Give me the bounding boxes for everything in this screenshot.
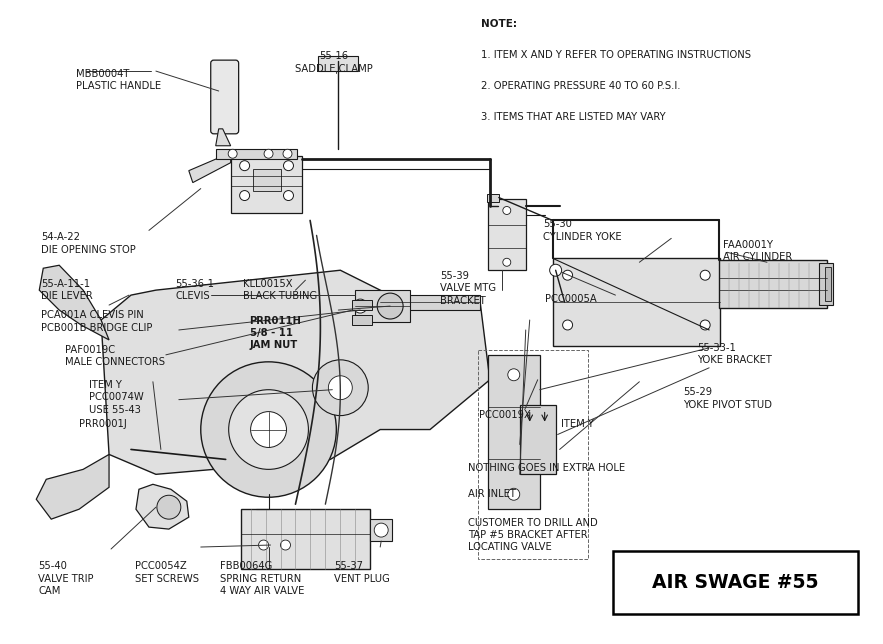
Bar [825,267,831,301]
Text: PCC0054Z
SET SCREWS: PCC0054Z SET SCREWS [135,561,200,583]
Text: 55-39
VALVE MTG
BRACKET: 55-39 VALVE MTG BRACKET [440,270,496,305]
Text: FAA0001Y
AIR CYLINDER: FAA0001Y AIR CYLINDER [723,240,792,262]
Text: 54-A-22
DIE OPENING STOP: 54-A-22 DIE OPENING STOP [41,232,136,254]
Text: 55-A-11-1
DIE LEVER: 55-A-11-1 DIE LEVER [41,279,93,301]
Circle shape [377,293,404,319]
Circle shape [508,369,520,381]
Text: 1. ITEM X AND Y REFER TO OPERATING INSTRUCTIONS: 1. ITEM X AND Y REFER TO OPERATING INSTR… [481,50,751,60]
Circle shape [157,495,181,519]
Text: 55-36-1
CLEVIS: 55-36-1 CLEVIS [176,279,215,301]
Text: 55-40
VALVE TRIP
CAM: 55-40 VALVE TRIP CAM [38,561,94,596]
Text: FBB0064G
SPRING RETURN
4 WAY AIR VALVE: FBB0064G SPRING RETURN 4 WAY AIR VALVE [220,561,304,596]
Bar [355,290,410,322]
Circle shape [229,390,308,469]
Circle shape [508,488,520,500]
Circle shape [562,320,572,330]
Bar [553,258,721,346]
Circle shape [549,264,562,276]
Circle shape [700,270,710,280]
Text: NOTHING GOES IN EXTRA HOLE: NOTHING GOES IN EXTRA HOLE [468,463,625,473]
FancyBboxPatch shape [211,60,238,134]
Circle shape [283,149,292,158]
Circle shape [200,362,336,497]
Bar [352,300,373,310]
Polygon shape [39,265,109,340]
Text: PCC0005A: PCC0005A [546,294,597,305]
Text: MBB0004T
PLASTIC HANDLE: MBB0004T PLASTIC HANDLE [76,69,162,91]
Polygon shape [189,153,230,183]
Bar [215,149,298,158]
Text: ITEM Y: ITEM Y [562,419,594,430]
Polygon shape [136,484,189,529]
Circle shape [283,161,293,171]
Text: 55-33-1
YOKE BRACKET: 55-33-1 YOKE BRACKET [697,343,772,365]
Circle shape [313,360,368,415]
Polygon shape [101,270,490,475]
Text: PRR0001J: PRR0001J [79,419,126,430]
Text: AIR INLET: AIR INLET [468,489,516,498]
Text: 55-29
YOKE PIVOT STUD: 55-29 YOKE PIVOT STUD [683,388,773,410]
Polygon shape [36,455,109,519]
Bar [319,56,358,71]
Text: CUSTOMER TO DRILL AND
TAP #5 BRACKET AFTER
LOCATING VALVE: CUSTOMER TO DRILL AND TAP #5 BRACKET AFT… [468,518,598,553]
Text: ITEM Y
PCC0074W
USE 55-43: ITEM Y PCC0074W USE 55-43 [89,380,144,415]
Text: 3. ITEMS THAT ARE LISTED MAY VARY: 3. ITEMS THAT ARE LISTED MAY VARY [481,111,666,122]
Text: AIR SWAGE #55: AIR SWAGE #55 [653,573,819,592]
Text: PCA001A CLEVIS PIN
PCB001B BRIDGE CLIP: PCA001A CLEVIS PIN PCB001B BRIDGE CLIP [41,310,153,333]
Circle shape [251,412,286,448]
Bar [478,350,587,559]
Text: 55-37
VENT PLUG: 55-37 VENT PLUG [334,561,390,583]
Bar [719,260,826,308]
Bar [520,404,555,475]
Circle shape [264,149,273,158]
Circle shape [353,299,367,313]
Circle shape [281,540,291,550]
Bar [487,355,540,509]
Text: 2. OPERATING PRESSURE 40 TO 60 P.S.I.: 2. OPERATING PRESSURE 40 TO 60 P.S.I. [481,81,681,91]
Circle shape [700,320,710,330]
Bar [819,263,833,305]
Circle shape [228,149,238,158]
Bar [241,509,370,569]
Bar [253,169,281,191]
Circle shape [502,258,510,266]
Circle shape [562,270,572,280]
Text: 55-30
CYLINDER YOKE: 55-30 CYLINDER YOKE [543,220,622,242]
Text: PAF0019C
MALE CONNECTORS: PAF0019C MALE CONNECTORS [64,345,165,368]
Text: KLL0015X
BLACK TUBING: KLL0015X BLACK TUBING [244,279,318,301]
Circle shape [239,161,250,171]
Bar [370,519,392,541]
Bar [613,551,858,614]
Circle shape [502,207,510,214]
Circle shape [259,540,268,550]
Text: PCC0019X: PCC0019X [479,410,532,420]
Circle shape [328,375,352,400]
Polygon shape [381,295,479,310]
Text: PRR011H
5/8 - 11
JAM NUT: PRR011H 5/8 - 11 JAM NUT [250,316,301,350]
Polygon shape [215,129,230,146]
Circle shape [374,523,389,537]
Bar [230,156,303,213]
Circle shape [239,191,250,200]
Text: NOTE:: NOTE: [481,19,517,30]
Bar [352,315,373,325]
Text: 55-16
SADDLE CLAMP: 55-16 SADDLE CLAMP [295,52,373,74]
Bar [487,194,499,202]
Circle shape [283,191,293,200]
Bar [487,198,525,270]
